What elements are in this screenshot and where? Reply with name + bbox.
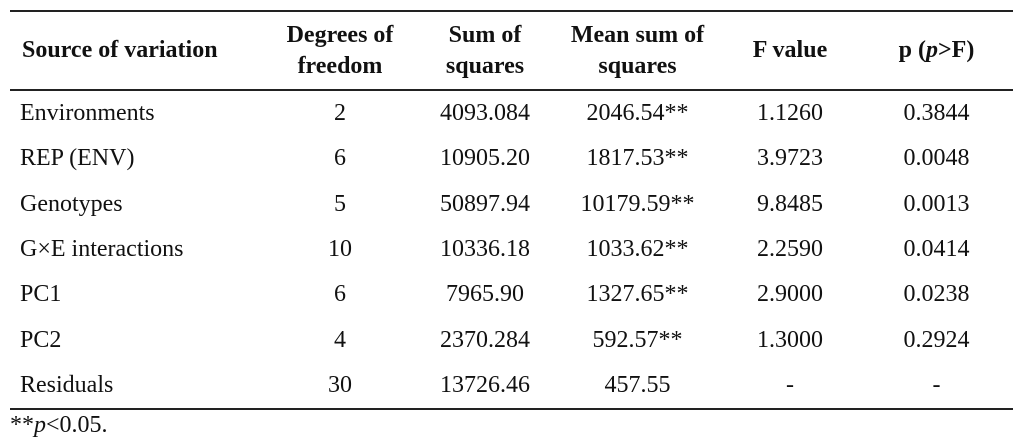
table-cell: 2370.284 xyxy=(440,326,530,353)
table-cell: 0.3844 xyxy=(903,100,970,127)
table-header: Source of variation Degrees of freedom Sum… xyxy=(10,10,1013,91)
table-cell: 2 xyxy=(334,100,346,127)
table-cell: REP (ENV) xyxy=(20,145,135,172)
table-row: PC2 4 2370.284 592.57** 1.3000 0.2924 xyxy=(10,317,1013,362)
table-cell: 10 xyxy=(328,236,352,263)
table-cell: 2.9000 xyxy=(757,281,823,308)
text-segment: p ( xyxy=(898,37,926,63)
anova-table: Source of variation Degrees of freedom Sum… xyxy=(10,10,1013,411)
table-cell: 1.1260 xyxy=(757,100,823,127)
table-cell: 457.55 xyxy=(555,362,720,411)
table-body: Environments 2 4093.084 2046.54** 1.1260 0.38… xyxy=(10,90,1013,411)
table-cell: 1033.62** xyxy=(586,236,689,263)
table-cell: 1327.65** xyxy=(586,281,689,308)
text-segment: ** xyxy=(10,412,34,439)
table-cell: 4093.084 xyxy=(440,100,530,127)
header-cell: Degrees of freedom xyxy=(265,10,415,91)
table-cell: 6 xyxy=(334,145,346,172)
table-cell: 0.2924 xyxy=(903,326,970,353)
table-cell: 2046.54** xyxy=(586,100,689,127)
table-cell: 0.0414 xyxy=(903,236,970,263)
text-segment: >F) xyxy=(938,37,975,63)
table-cell: 592.57** xyxy=(592,326,683,353)
table-cell: 30 xyxy=(265,362,415,411)
table-cell: 5 xyxy=(334,190,346,217)
table-cell: 0.0048 xyxy=(903,145,970,172)
text-segment: <0.05. xyxy=(46,412,108,439)
header-cell: F value xyxy=(720,10,860,91)
table-cell: 10905.20 xyxy=(440,145,530,172)
text-segment: Mean sum of squares xyxy=(570,21,705,79)
table-cell: 13726.46 xyxy=(415,362,555,411)
header-cell: Sum of squares xyxy=(415,10,555,91)
table-cell: 50897.94 xyxy=(440,190,530,217)
table-cell: 9.8485 xyxy=(757,190,823,217)
table-cell: PC2 xyxy=(20,326,62,353)
table-cell: 10336.18 xyxy=(440,236,530,263)
table-cell: - xyxy=(860,362,1013,411)
table-row: Genotypes 5 50897.94 10179.59** 9.8485 0.0013 xyxy=(10,182,1013,227)
header-cell: p (p>F) xyxy=(860,10,1013,91)
table-row: G×E interactions 10 10336.18 1033.62** 2.259… xyxy=(10,227,1013,272)
table-cell: 2.2590 xyxy=(757,236,823,263)
table-cell: 6 xyxy=(334,281,346,308)
text-segment: Degrees of freedom xyxy=(286,21,394,79)
table-row: PC1 6 7965.90 1327.65** 2.9000 0.0238 xyxy=(10,272,1013,317)
table-cell: G×E interactions xyxy=(20,236,184,263)
table-cell: Genotypes xyxy=(20,190,123,217)
header-row: Source of variation Degrees of freedom Sum… xyxy=(10,10,1013,91)
text-segment: p xyxy=(34,412,46,439)
table-cell: 4 xyxy=(334,326,346,353)
header-cell: Source of variation xyxy=(10,10,265,91)
table-cell: PC1 xyxy=(20,281,62,308)
text-segment: F value xyxy=(752,37,828,63)
table-cell: 0.0013 xyxy=(903,190,970,217)
footnote: **p<0.05. xyxy=(10,410,1013,440)
table-cell: - xyxy=(720,362,860,411)
text-segment: p xyxy=(926,37,938,63)
table-row: Residuals 30 13726.46 457.55- - xyxy=(10,362,1013,411)
text-segment: Source of variation xyxy=(22,37,218,63)
table-row: REP (ENV) 6 10905.20 1817.53** 3.9723 0.0048 xyxy=(10,136,1013,181)
table-cell: 3.9723 xyxy=(757,145,823,172)
table-cell: 10179.59** xyxy=(580,190,695,217)
table-container: Source of variation Degrees of freedom Sum… xyxy=(10,10,1013,440)
text-segment: Sum of squares xyxy=(445,21,525,79)
table-cell: 0.0238 xyxy=(903,281,970,308)
table-row: Environments 2 4093.084 2046.54** 1.1260 0.38… xyxy=(10,90,1013,136)
table-cell: Environments xyxy=(20,100,155,127)
table-cell: 1817.53** xyxy=(586,145,689,172)
header-cell: Mean sum of squares xyxy=(555,10,720,91)
table-cell: Residuals xyxy=(10,362,265,411)
table-cell: 7965.90 xyxy=(446,281,524,308)
table-cell: 1.3000 xyxy=(757,326,823,353)
